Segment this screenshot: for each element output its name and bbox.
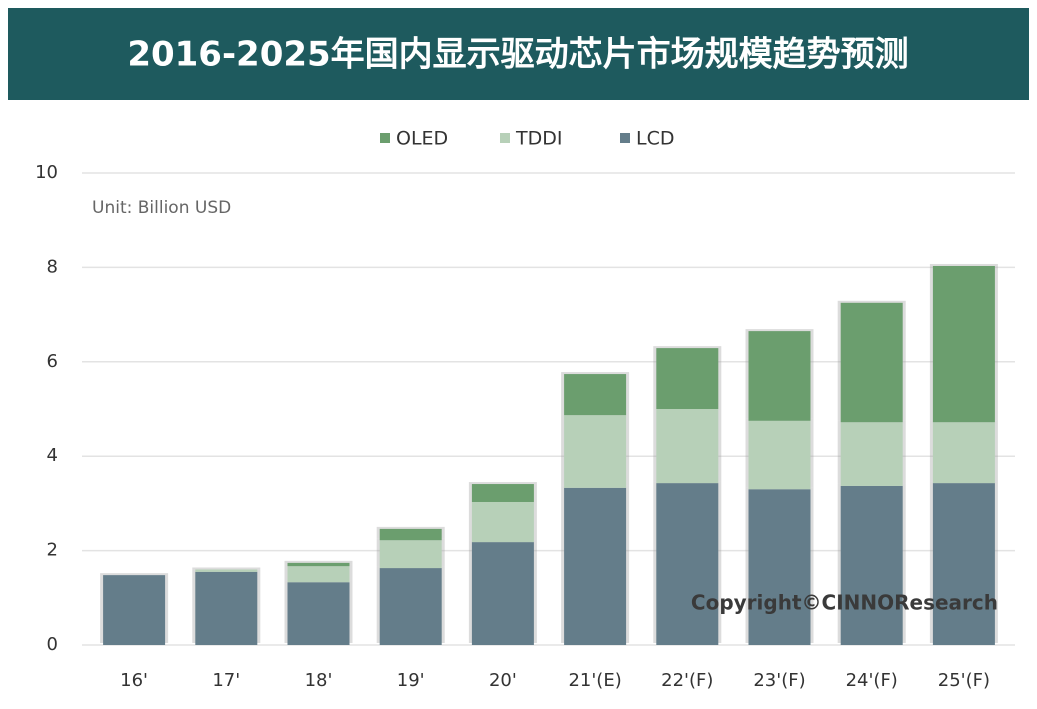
y-tick-label: 10 [35, 162, 58, 183]
bar-segment [840, 485, 903, 645]
bar-segment [287, 566, 350, 583]
bar-segment [564, 415, 627, 488]
bar-segment [748, 420, 811, 490]
legend-swatch [380, 133, 390, 143]
bar-segment [932, 483, 995, 645]
x-tick-label: 19' [397, 670, 425, 691]
bar-segment [656, 409, 719, 484]
y-tick-label: 0 [47, 634, 58, 655]
y-tick-label: 4 [47, 445, 58, 466]
bar-segment [195, 571, 258, 645]
copyright: Copyright©CINNOResearch [691, 591, 998, 615]
x-tick-label: 21'(E) [568, 670, 621, 691]
x-tick-label: 20' [489, 670, 517, 691]
legend-label: LCD [636, 128, 674, 150]
x-tick-label: 25'(F) [938, 670, 990, 691]
unit-note: Unit: Billion USD [92, 198, 231, 218]
x-tick-label: 18' [305, 670, 333, 691]
legend-label: TDDI [515, 128, 562, 150]
chart-title: 2016-2025年国内显示驱动芯片市场规模趋势预测 [127, 35, 908, 75]
bar-segment [471, 542, 534, 645]
bar-shadow [284, 560, 353, 565]
bar-segment [287, 582, 350, 645]
bar-segment [564, 487, 627, 645]
y-tick-label: 6 [47, 351, 58, 372]
y-tick-label: 2 [47, 540, 58, 561]
legend-swatch [620, 133, 630, 143]
bar-segment [656, 483, 719, 645]
bar-segment [379, 568, 442, 645]
bar-segment [840, 422, 903, 486]
bar-segment [471, 501, 534, 543]
x-tick-label: 24'(F) [846, 670, 898, 691]
bar-shadow [192, 567, 261, 570]
bar-segment [471, 484, 534, 502]
x-tick-label: 23'(F) [753, 670, 805, 691]
bar-segment [379, 528, 442, 541]
x-tick-label: 17' [212, 670, 240, 691]
bar-segment [379, 540, 442, 569]
bar-segment [564, 374, 627, 416]
bar-segment [932, 422, 995, 484]
legend-label: OLED [396, 128, 448, 150]
bar-segment [656, 348, 719, 409]
bar-segment [748, 489, 811, 645]
bar-segment [748, 331, 811, 421]
title-banner [8, 8, 1029, 100]
bar-segment [287, 562, 350, 567]
bar-segment [195, 569, 258, 572]
bar-segment [840, 302, 903, 423]
legend-swatch [500, 133, 510, 143]
bar-segment [103, 575, 166, 645]
bar-segment [932, 265, 995, 423]
y-tick-label: 8 [47, 256, 58, 277]
x-tick-label: 22'(F) [661, 670, 713, 691]
x-tick-label: 16' [120, 670, 148, 691]
